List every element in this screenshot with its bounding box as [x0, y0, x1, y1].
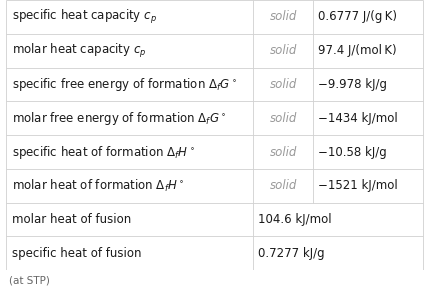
Text: solid: solid — [269, 44, 297, 57]
Text: 0.7277 kJ/g: 0.7277 kJ/g — [258, 247, 325, 260]
Text: −1434 kJ/mol: −1434 kJ/mol — [318, 112, 398, 125]
Text: −9.978 kJ/g: −9.978 kJ/g — [318, 78, 387, 91]
Text: solid: solid — [269, 146, 297, 159]
Text: specific free energy of formation $\Delta_f G^\circ$: specific free energy of formation $\Delt… — [12, 76, 236, 93]
Text: molar free energy of formation $\Delta_f G^\circ$: molar free energy of formation $\Delta_f… — [12, 110, 226, 127]
Text: −1521 kJ/mol: −1521 kJ/mol — [318, 179, 398, 192]
Text: solid: solid — [269, 179, 297, 192]
Text: solid: solid — [269, 10, 297, 23]
Text: specific heat of formation $\Delta_f H^\circ$: specific heat of formation $\Delta_f H^\… — [12, 143, 194, 160]
Text: specific heat capacity $c_p$: specific heat capacity $c_p$ — [12, 8, 157, 26]
Text: molar heat capacity $c_p$: molar heat capacity $c_p$ — [12, 42, 146, 60]
Text: 0.6777 J/(g K): 0.6777 J/(g K) — [318, 10, 397, 23]
Text: solid: solid — [269, 78, 297, 91]
Text: 97.4 J/(mol K): 97.4 J/(mol K) — [318, 44, 397, 57]
Text: molar heat of fusion: molar heat of fusion — [12, 213, 131, 226]
Text: specific heat of fusion: specific heat of fusion — [12, 247, 141, 260]
Text: −10.58 kJ/g: −10.58 kJ/g — [318, 146, 387, 159]
Text: 104.6 kJ/mol: 104.6 kJ/mol — [258, 213, 332, 226]
Text: molar heat of formation $\Delta_f H^\circ$: molar heat of formation $\Delta_f H^\cir… — [12, 178, 184, 194]
Text: solid: solid — [269, 112, 297, 125]
Text: (at STP): (at STP) — [9, 276, 49, 286]
